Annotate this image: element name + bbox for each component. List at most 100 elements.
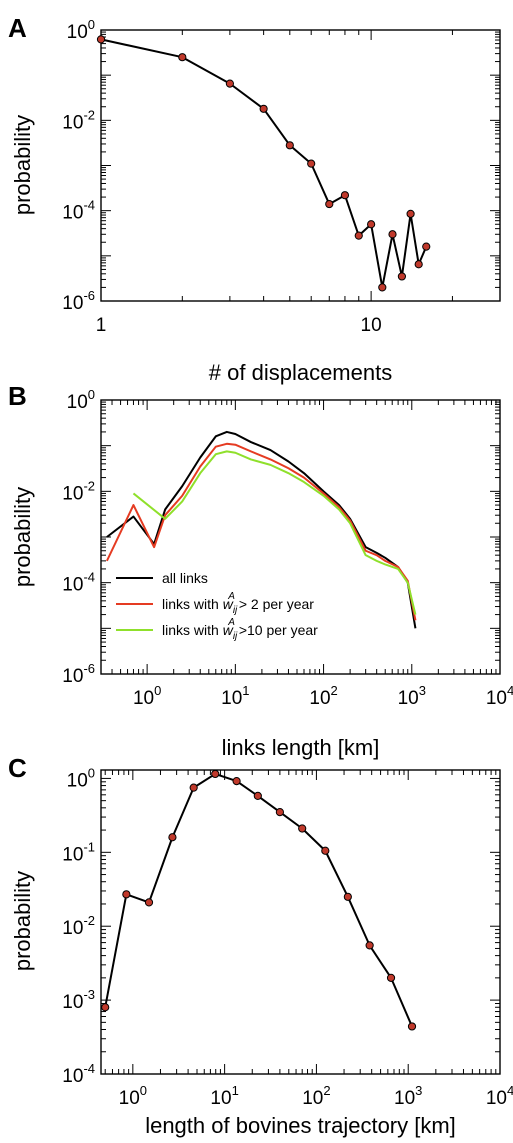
tick-label-exponent: 3 xyxy=(419,683,426,698)
legend-superscript: A xyxy=(227,617,235,628)
tick-label-exponent: 4 xyxy=(507,683,513,698)
tick-label-base: 10 xyxy=(62,112,83,133)
data-point xyxy=(232,776,241,786)
tick-label-exponent: 4 xyxy=(507,1083,513,1098)
data-point xyxy=(340,191,350,200)
tick-label-exponent: 0 xyxy=(88,765,95,780)
tick-label-base: 10 xyxy=(67,392,88,413)
y-tick-label: 10-1 xyxy=(62,839,95,865)
tick-label-exponent: 0 xyxy=(88,17,95,32)
tick-label-base: 10 xyxy=(62,575,83,596)
y-tick-label: 10-2 xyxy=(62,478,95,504)
legend-entry: links with wij A >10 per year xyxy=(162,617,318,642)
tick-label-base: 10 xyxy=(302,1088,323,1109)
data-point xyxy=(321,846,330,855)
y-tick-label: 10-4 xyxy=(62,198,95,224)
data-point xyxy=(96,35,106,44)
tick-label-exponent: -4 xyxy=(83,198,95,213)
tick-label-base: 10 xyxy=(119,1088,140,1109)
tick-label-base: 10 xyxy=(394,1088,415,1109)
tick-label-exponent: -4 xyxy=(83,1061,95,1076)
data-point xyxy=(225,79,234,88)
data-point xyxy=(343,892,352,901)
x-axis-title: # of displacements xyxy=(209,360,392,385)
tick-label-exponent: -2 xyxy=(83,478,95,493)
legend-symbol: w xyxy=(223,622,234,638)
y-tick-label: 10-4 xyxy=(62,1061,95,1087)
series-line xyxy=(106,430,417,629)
tick-label-exponent: 2 xyxy=(331,683,338,698)
y-axis-title: probability xyxy=(10,115,35,215)
y-tick-label: 10-2 xyxy=(62,107,95,133)
legend-prefix: links with xyxy=(162,622,223,638)
tick-label-exponent: 0 xyxy=(88,387,95,402)
tick-label-base: 10 xyxy=(133,688,154,709)
chart-panel-c: 100 101 102 103 10410010-110-210-310-4length… xyxy=(10,765,513,1138)
data-point xyxy=(275,808,284,817)
tick-label-exponent: -2 xyxy=(83,107,95,122)
data-point xyxy=(365,941,374,950)
data-point xyxy=(414,260,423,269)
data-point xyxy=(386,973,396,982)
tick-label-base: 10 xyxy=(67,22,88,43)
data-point xyxy=(285,141,294,150)
data-point xyxy=(388,230,397,239)
tick-label-base: 10 xyxy=(398,688,419,709)
tick-label-base: 10 xyxy=(361,315,382,336)
data-point xyxy=(189,783,198,792)
tick-label-exponent: 0 xyxy=(154,683,161,698)
series-line xyxy=(106,442,417,621)
x-axis-title: length of bovines trajectory [km] xyxy=(145,1113,456,1138)
tick-label-exponent: -6 xyxy=(83,661,95,676)
y-tick-label: 100 xyxy=(67,765,95,791)
tick-label-exponent: -3 xyxy=(83,987,95,1002)
data-point xyxy=(397,272,406,281)
legend-superscript: A xyxy=(227,591,235,602)
legend-suffix: > 2 per year xyxy=(235,596,314,612)
y-tick-label: 100 xyxy=(67,387,95,413)
axis-ticks xyxy=(101,770,501,1075)
y-tick-label: 10-6 xyxy=(62,661,95,687)
x-tick-label: 10 xyxy=(361,315,382,336)
plot-frame xyxy=(100,29,501,302)
data-point xyxy=(354,231,363,240)
tick-label-base: 10 xyxy=(62,844,83,865)
tick-label-exponent: 2 xyxy=(323,1083,330,1098)
y-tick-label: 10-6 xyxy=(62,288,95,314)
tick-label-exponent: 1 xyxy=(242,683,249,698)
data-point xyxy=(422,242,431,251)
x-tick-label: 103 xyxy=(394,1083,422,1109)
x-tick-label: 100 xyxy=(119,1083,147,1109)
data-point xyxy=(122,890,131,899)
y-tick-label: 100 xyxy=(67,17,95,43)
panel-letter-c: C xyxy=(8,753,27,783)
x-tick-label: 102 xyxy=(309,683,337,709)
x-tick-label: 103 xyxy=(398,683,426,709)
legend-prefix: links with xyxy=(162,596,223,612)
tick-label-exponent: 0 xyxy=(140,1083,147,1098)
x-tick-label: 1 xyxy=(96,315,107,336)
legend-subscript: ij xyxy=(233,605,238,616)
series-line xyxy=(132,450,417,615)
x-tick-label: 100 xyxy=(133,683,161,709)
tick-label-base: 10 xyxy=(210,1088,231,1109)
tick-label-exponent: -1 xyxy=(83,839,95,854)
data-point xyxy=(253,791,262,801)
legend-entry: all links xyxy=(162,570,208,586)
tick-label-exponent: 1 xyxy=(232,1083,239,1098)
panel-letter-b: B xyxy=(8,381,27,411)
tick-label-base: 10 xyxy=(62,293,83,314)
tick-label-exponent: -2 xyxy=(83,913,95,928)
y-tick-label: 10-3 xyxy=(62,987,95,1013)
tick-label-base: 10 xyxy=(67,770,88,791)
x-tick-label: 104 xyxy=(486,1083,513,1109)
legend-suffix: >10 per year xyxy=(235,622,318,638)
x-tick-label: 102 xyxy=(302,1083,330,1109)
axis-ticks xyxy=(100,29,501,302)
data-point xyxy=(378,283,387,292)
tick-label-base: 10 xyxy=(486,1088,507,1109)
data-point xyxy=(259,104,268,113)
plot-frame xyxy=(100,399,501,675)
